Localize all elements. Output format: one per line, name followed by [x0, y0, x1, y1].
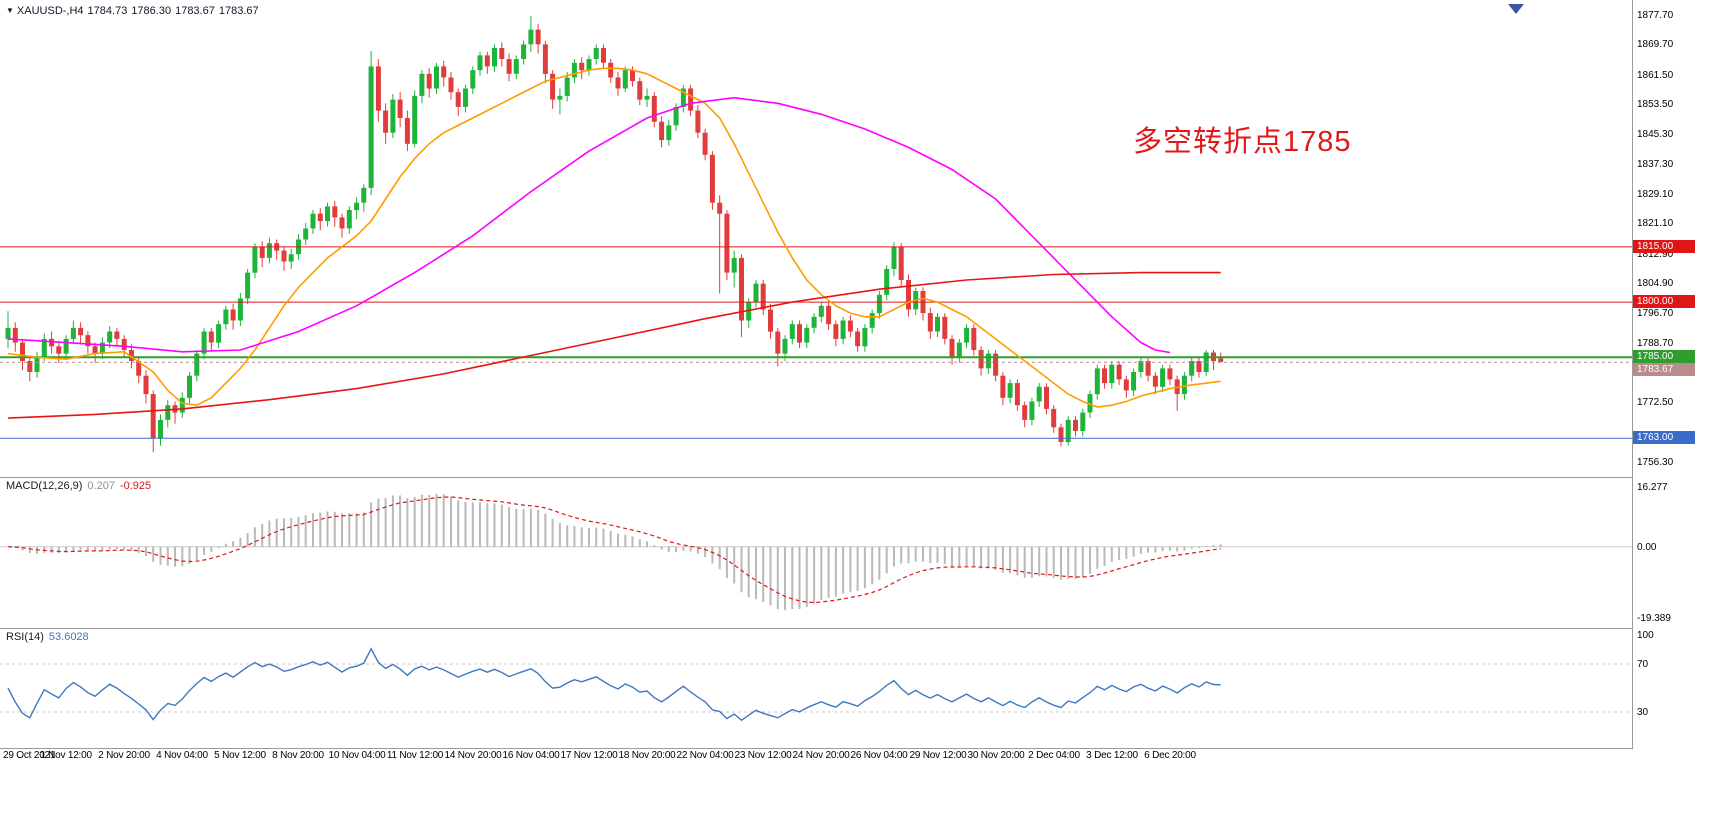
macd-axis-label: 0.00 [1637, 542, 1657, 553]
ma-mid-magenta [7, 96, 1171, 354]
time-axis-label: 30 Nov 20:00 [967, 750, 1025, 761]
separator-main-macd[interactable] [0, 477, 1722, 478]
symbol-name: XAUUSD-,H4 [16, 5, 84, 17]
time-axis-label: 10 Nov 04:00 [328, 750, 386, 761]
symbol-marker-icon: ▼ [6, 6, 14, 15]
macd-value-main: 0.207 [87, 480, 115, 492]
time-axis-label: 11 Nov 12:00 [386, 750, 444, 761]
rsi-name: RSI(14) [6, 631, 44, 643]
time-axis-label: 29 Nov 12:00 [909, 750, 967, 761]
separator-macd-rsi[interactable] [0, 628, 1722, 629]
price-axis-label: 1877.70 [1637, 10, 1674, 21]
rsi-axis-label: 100 [1637, 630, 1654, 641]
price-axis[interactable]: 1877.70 1869.70 1861.50 1853.50 1845.30 1837.… [1633, 0, 1722, 765]
time-axis-label: 24 Nov 20:00 [792, 750, 850, 761]
time-axis-label: 14 Nov 20:00 [444, 750, 502, 761]
price-badge: 1800.00 [1633, 295, 1695, 308]
time-axis-label: 2 Dec 04:00 [1028, 750, 1080, 761]
price-axis-label: 1812.90 [1637, 249, 1674, 260]
price-axis-label: 1821.10 [1637, 218, 1674, 229]
time-axis-label: 26 Nov 04:00 [850, 750, 908, 761]
price-axis-label: 1853.50 [1637, 99, 1674, 110]
price-badge: 1783.67 [1633, 363, 1695, 376]
rsi-line [7, 647, 1221, 722]
price-axis-label: 1772.50 [1637, 397, 1674, 408]
time-axis-label: 1 Nov 12:00 [40, 750, 92, 761]
quote-open: 1784.73 [87, 5, 128, 17]
price-axis-label: 1837.30 [1637, 159, 1674, 170]
quote-high: 1786.30 [131, 5, 172, 17]
price-axis-label: 1804.90 [1637, 278, 1674, 289]
macd-histogram [14, 493, 1222, 611]
macd-axis-label: -19.389 [1637, 613, 1671, 624]
time-axis-label: 5 Nov 12:00 [214, 750, 266, 761]
price-axis-label: 1788.70 [1637, 338, 1674, 349]
time-axis-label: 23 Nov 12:00 [734, 750, 792, 761]
time-axis-label: 22 Nov 04:00 [676, 750, 734, 761]
price-badge: 1815.00 [1633, 240, 1695, 253]
time-axis-label: 29 Oct 2021 [3, 750, 56, 761]
time-axis-label: 17 Nov 12:00 [560, 750, 618, 761]
price-axis-label: 1756.30 [1637, 457, 1674, 468]
price-axis-label: 1845.30 [1637, 129, 1674, 140]
price-axis-label: 1869.70 [1637, 39, 1674, 50]
ma-fast-orange [7, 67, 1221, 408]
rsi-indicator-label: RSI(14) 53.6028 [6, 631, 94, 643]
quote-close: 1783.67 [218, 5, 259, 17]
macd-value-signal: -0.925 [119, 480, 152, 492]
macd-signal-line [7, 496, 1221, 604]
symbol-ohlc-readout: ▼ XAUUSD-,H4 1784.73 1786.30 1783.67 1783.67 [6, 5, 263, 17]
price-badge: 1785.00 [1633, 350, 1695, 363]
price-axis-label: 1829.10 [1637, 189, 1674, 200]
price-axis-label: 1796.70 [1637, 308, 1674, 319]
macd-panel-canvas[interactable] [0, 477, 1632, 628]
rsi-axis-label: 30 [1637, 707, 1649, 718]
candles [5, 16, 1224, 453]
macd-indicator-label: MACD(12,26,9) 0.207 -0.925 [6, 480, 156, 492]
time-axis-label: 18 Nov 20:00 [618, 750, 676, 761]
time-axis-label: 6 Dec 20:00 [1144, 750, 1196, 761]
quote-low: 1783.67 [175, 5, 215, 17]
annotation-text[interactable]: 多空转折点1785 [1133, 126, 1352, 158]
rsi-value: 53.6028 [48, 631, 89, 643]
price-badge: 1763.00 [1633, 431, 1695, 444]
time-axis-label: 4 Nov 04:00 [156, 750, 208, 761]
price-axis-label: 1861.50 [1637, 70, 1674, 81]
rsi-axis-label: 70 [1637, 659, 1649, 670]
horizontal-level-lines [0, 246, 1632, 439]
macd-name: MACD(12,26,9) [6, 480, 83, 492]
price-axis-border [1632, 0, 1633, 748]
macd-axis-label: 16.277 [1637, 482, 1668, 493]
time-axis-label: 3 Dec 12:00 [1086, 750, 1138, 761]
time-axis-label: 16 Nov 04:00 [502, 750, 560, 761]
chart-shift-marker-icon[interactable] [1508, 4, 1524, 14]
main-chart-canvas[interactable] [0, 0, 1632, 477]
ma-slow-red [7, 271, 1221, 419]
time-axis-label: 8 Nov 20:00 [272, 750, 324, 761]
separator-rsi-timeaxis [0, 748, 1722, 749]
rsi-panel-canvas[interactable] [0, 628, 1632, 748]
time-axis-label: 2 Nov 20:00 [98, 750, 150, 761]
